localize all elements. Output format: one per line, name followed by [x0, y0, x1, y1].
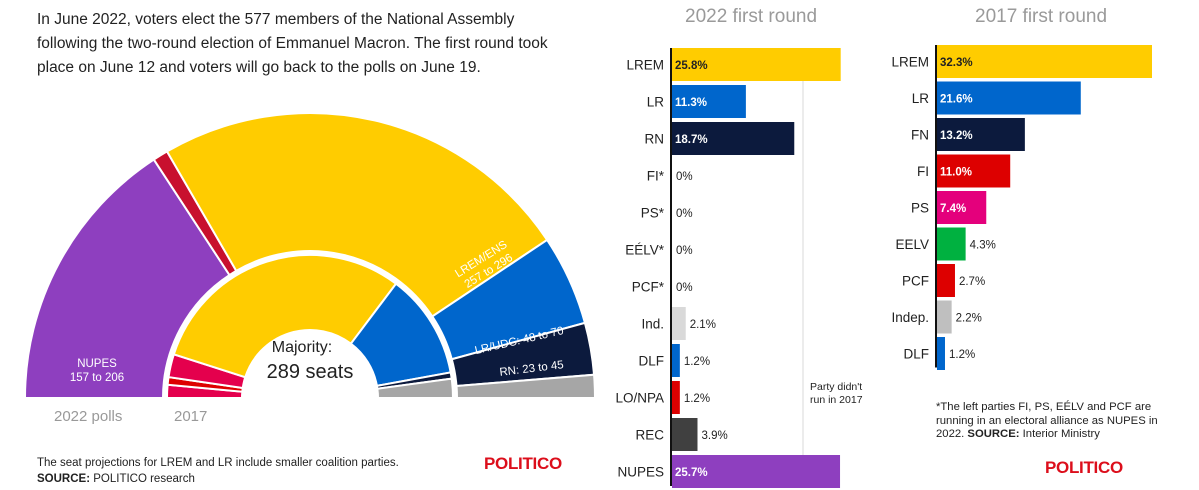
category-label-fi: FI*	[647, 169, 665, 184]
label-nupes: NUPES 157 to 206	[70, 358, 124, 384]
footnote-source: POLITICO research	[93, 473, 195, 485]
value-label-eelv: 4.3%	[970, 240, 996, 252]
category-label-ps: PS	[911, 201, 929, 216]
value-label-fi: 11.0%	[940, 167, 972, 179]
category-label-e-lv: EÉLV*	[625, 243, 665, 258]
value-label-e-lv: 0%	[676, 245, 693, 257]
politico-logo-2: POLITICO	[1045, 458, 1123, 477]
value-label-ps: 7.4%	[940, 203, 966, 215]
bar-chart-2022: LREM 25.8% LR 11.3% RN 18.7% FI* 0% PS* 0% EÉLV* 0%…	[615, 48, 863, 488]
bar-dlf	[672, 344, 680, 377]
majority-label: Majority:	[272, 339, 332, 356]
category-label-dlf: DLF	[903, 347, 929, 362]
category-label-indep: Indep.	[891, 310, 929, 325]
category-label-pcf: PCF*	[632, 280, 665, 295]
category-label-ps: PS*	[641, 206, 665, 221]
bar-indep	[937, 300, 952, 334]
bar-nupes	[672, 455, 841, 488]
bar-lr	[937, 81, 1081, 115]
bar-lrem	[937, 45, 1152, 78]
category-label-pcf: PCF	[902, 274, 929, 289]
bar-lr	[672, 85, 746, 118]
bar-lrem	[672, 48, 841, 81]
value-label-ps: 0%	[676, 208, 693, 220]
category-label-rec: REC	[635, 428, 664, 443]
annotation-party-didnt-run: Party didn't run in 2017	[810, 381, 863, 406]
value-label-lrem: 25.8%	[675, 60, 708, 72]
bar-ps	[937, 191, 987, 224]
note-2017-source: Interior Ministry	[1022, 428, 1100, 440]
category-label-rn: RN	[645, 132, 665, 147]
bar-fn	[937, 118, 1025, 151]
outer-seg-nupes	[23, 158, 231, 399]
note-2017: *The left parties FI, PS, EÉLV and PCF a…	[936, 401, 1171, 442]
note-2017-source-label: SOURCE:	[967, 428, 1020, 440]
value-label-lo-npa: 1.2%	[684, 393, 710, 405]
value-label-lr: 11.3%	[675, 97, 707, 109]
value-label-dlf: 1.2%	[949, 349, 975, 361]
outer-ring-label: 2022 polls	[54, 408, 122, 425]
note-2017-text: *The left parties FI, PS, EÉLV and PCF a…	[936, 401, 1158, 440]
category-label-lrem: LREM	[626, 58, 664, 73]
seat-footnote: The seat projections for LREM and LR inc…	[37, 455, 399, 487]
inner-ring-label: 2017	[174, 408, 207, 425]
category-label-nupes: NUPES	[617, 465, 664, 480]
bar-chart-2017: LREM 32.3% LR 21.6% FN 13.2% FI 11.0% PS 7.4% EELV…	[891, 45, 1152, 370]
intro-text: In June 2022, voters elect the 577 membe…	[37, 11, 548, 76]
outer-seg-lrem-ens	[165, 112, 549, 318]
value-label-lr: 21.6%	[940, 94, 973, 106]
outer-seg-other	[455, 373, 597, 399]
value-label-lrem: 32.3%	[940, 57, 973, 69]
majority-value: 289 seats	[267, 361, 354, 383]
category-label-lrem: LREM	[891, 55, 929, 70]
category-label-lr: LR	[912, 91, 930, 106]
value-label-rn: 18.7%	[675, 134, 708, 146]
value-label-dlf: 1.2%	[684, 356, 710, 368]
bar-dlf	[937, 337, 945, 370]
politico-logo: POLITICO	[484, 454, 562, 473]
bar-eelv	[937, 227, 966, 261]
bar-fi	[937, 154, 1011, 188]
category-label-dlf: DLF	[638, 354, 664, 369]
chart-title-2022: 2022 first round	[685, 6, 818, 27]
bar-ind	[672, 307, 686, 340]
value-label-fi: 0%	[676, 171, 693, 183]
value-label-ind: 2.1%	[690, 319, 716, 331]
category-label-lr: LR	[647, 95, 665, 110]
bar-rec	[672, 418, 698, 451]
category-label-fi: FI	[917, 164, 929, 179]
bar-rn	[672, 122, 795, 155]
category-label-eelv: EELV	[895, 237, 929, 252]
value-label-fn: 13.2%	[940, 130, 973, 142]
value-label-nupes: 25.7%	[675, 467, 708, 479]
footnote-source-label: SOURCE:	[37, 473, 91, 485]
value-label-rec: 3.9%	[702, 430, 728, 442]
category-label-ind: Ind.	[641, 317, 664, 332]
category-label-lo-npa: LO/NPA	[615, 391, 664, 406]
value-label-indep: 2.2%	[956, 313, 982, 325]
inner-seg-other	[376, 377, 455, 399]
value-label-pcf: 2.7%	[959, 276, 985, 288]
bar-lo-npa	[672, 381, 680, 414]
bar-pcf	[937, 264, 955, 297]
footnote-text: The seat projections for LREM and LR inc…	[37, 457, 399, 469]
inner-seg-lrem	[172, 254, 398, 379]
category-label-fn: FN	[911, 128, 929, 143]
chart-title-2017: 2017 first round	[975, 6, 1108, 27]
value-label-pcf: 0%	[676, 282, 693, 294]
